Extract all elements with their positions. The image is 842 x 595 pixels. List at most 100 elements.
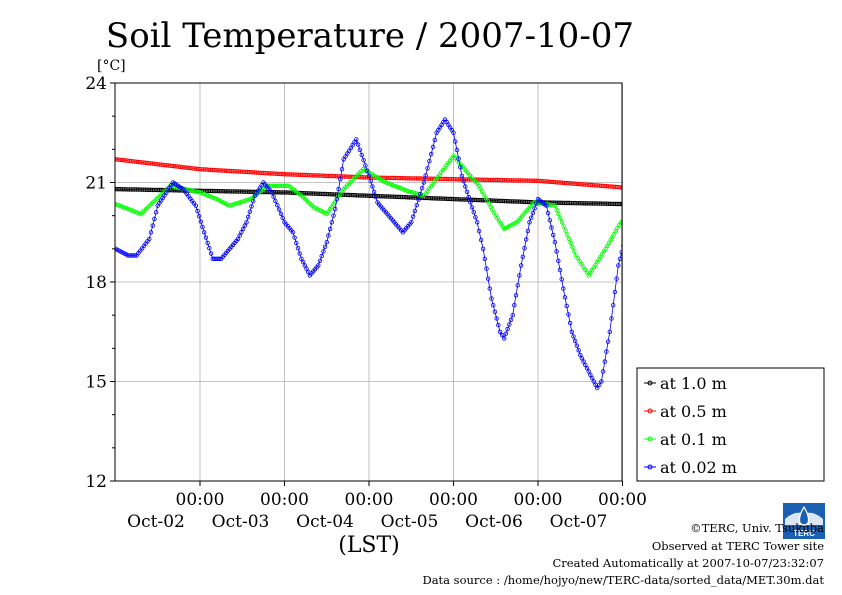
data-point xyxy=(418,191,423,197)
data-point xyxy=(249,204,254,209)
data-point xyxy=(512,303,517,308)
data-point xyxy=(589,376,595,381)
data-point xyxy=(640,215,644,219)
data-point xyxy=(235,236,241,242)
data-point xyxy=(572,249,577,254)
data-point xyxy=(642,214,646,218)
data-point xyxy=(530,210,536,216)
series-at-0-02-m xyxy=(115,117,680,391)
legend-marker xyxy=(647,380,653,386)
logo-drop xyxy=(798,505,810,526)
x-tick-time-label: 00:00 xyxy=(514,490,563,510)
data-point xyxy=(324,239,329,245)
data-point xyxy=(554,249,559,254)
data-point xyxy=(570,244,575,250)
data-point xyxy=(147,236,152,242)
data-point xyxy=(576,348,581,353)
data-point xyxy=(327,226,333,232)
data-point xyxy=(207,245,212,251)
y-axis-unit: [°C] xyxy=(97,58,126,74)
data-point xyxy=(458,164,463,170)
legend-marker xyxy=(647,408,653,414)
credit-copyright: ©TERC, Univ. Tsukuba xyxy=(690,521,824,535)
legend: at 1.0 m at 0.5 m at 0.1 m at 0.02 m xyxy=(636,367,825,482)
data-point xyxy=(676,284,680,288)
legend-label: at 0.5 m xyxy=(660,402,727,421)
data-point xyxy=(595,385,600,391)
data-point xyxy=(567,320,573,326)
data-point xyxy=(559,277,564,282)
data-point xyxy=(566,236,572,242)
x-tick-time-label: 00:00 xyxy=(429,490,478,510)
data-point xyxy=(494,316,499,321)
data-point xyxy=(423,173,428,178)
data-point xyxy=(317,258,323,263)
data-point xyxy=(132,253,138,258)
data-point xyxy=(562,295,568,300)
data-point xyxy=(492,309,498,314)
data-point xyxy=(638,217,642,221)
data-point xyxy=(624,221,628,225)
data-point xyxy=(549,225,554,230)
logo-text: TERC xyxy=(793,529,815,538)
data-point xyxy=(339,166,345,172)
data-point xyxy=(354,137,359,142)
data-point xyxy=(604,349,609,354)
data-point xyxy=(370,184,375,189)
data-point xyxy=(652,234,656,238)
data-point xyxy=(361,157,366,163)
y-tick-label: 12 xyxy=(85,472,107,492)
data-point xyxy=(513,293,519,298)
data-point xyxy=(591,379,596,384)
data-point xyxy=(499,332,505,338)
data-point xyxy=(628,221,632,225)
data-point xyxy=(620,220,622,225)
data-point xyxy=(294,240,299,246)
data-point xyxy=(198,219,203,224)
data-point xyxy=(200,224,205,230)
data-point xyxy=(599,379,604,384)
data-point xyxy=(554,207,559,213)
data-point xyxy=(496,322,501,328)
data-point xyxy=(409,220,414,225)
data-point xyxy=(464,189,470,194)
data-point xyxy=(547,218,552,223)
data-point xyxy=(240,226,246,232)
data-point xyxy=(623,237,627,241)
data-point xyxy=(217,256,222,261)
x-tick-date-label: Oct-03 xyxy=(212,512,270,532)
data-point xyxy=(520,254,525,259)
data-point xyxy=(524,237,529,242)
data-point xyxy=(338,176,343,182)
data-point xyxy=(618,220,622,225)
legend-box xyxy=(636,367,825,482)
data-point xyxy=(631,222,635,226)
data-point xyxy=(607,329,612,334)
data-point xyxy=(297,251,302,256)
data-point xyxy=(148,230,154,235)
data-point xyxy=(419,185,425,191)
data-point xyxy=(586,369,591,374)
data-point xyxy=(515,283,520,288)
data-point xyxy=(529,215,534,220)
data-point xyxy=(561,224,566,229)
x-axis-label: (LST) xyxy=(338,533,400,558)
data-point xyxy=(475,220,480,225)
series-at-0-5-m xyxy=(115,157,622,190)
data-point xyxy=(583,362,588,368)
data-point xyxy=(316,263,321,268)
data-point xyxy=(336,186,341,192)
data-point xyxy=(302,263,307,268)
data-point xyxy=(473,215,478,220)
data-point xyxy=(454,147,460,153)
data-point xyxy=(237,233,242,238)
data-point xyxy=(368,178,373,184)
data-point xyxy=(620,185,622,190)
data-point xyxy=(667,267,671,271)
data-point xyxy=(195,208,200,214)
data-point xyxy=(633,221,637,225)
data-point xyxy=(487,286,492,291)
data-point xyxy=(421,180,427,185)
data-point xyxy=(551,232,556,238)
data-point xyxy=(527,220,532,225)
